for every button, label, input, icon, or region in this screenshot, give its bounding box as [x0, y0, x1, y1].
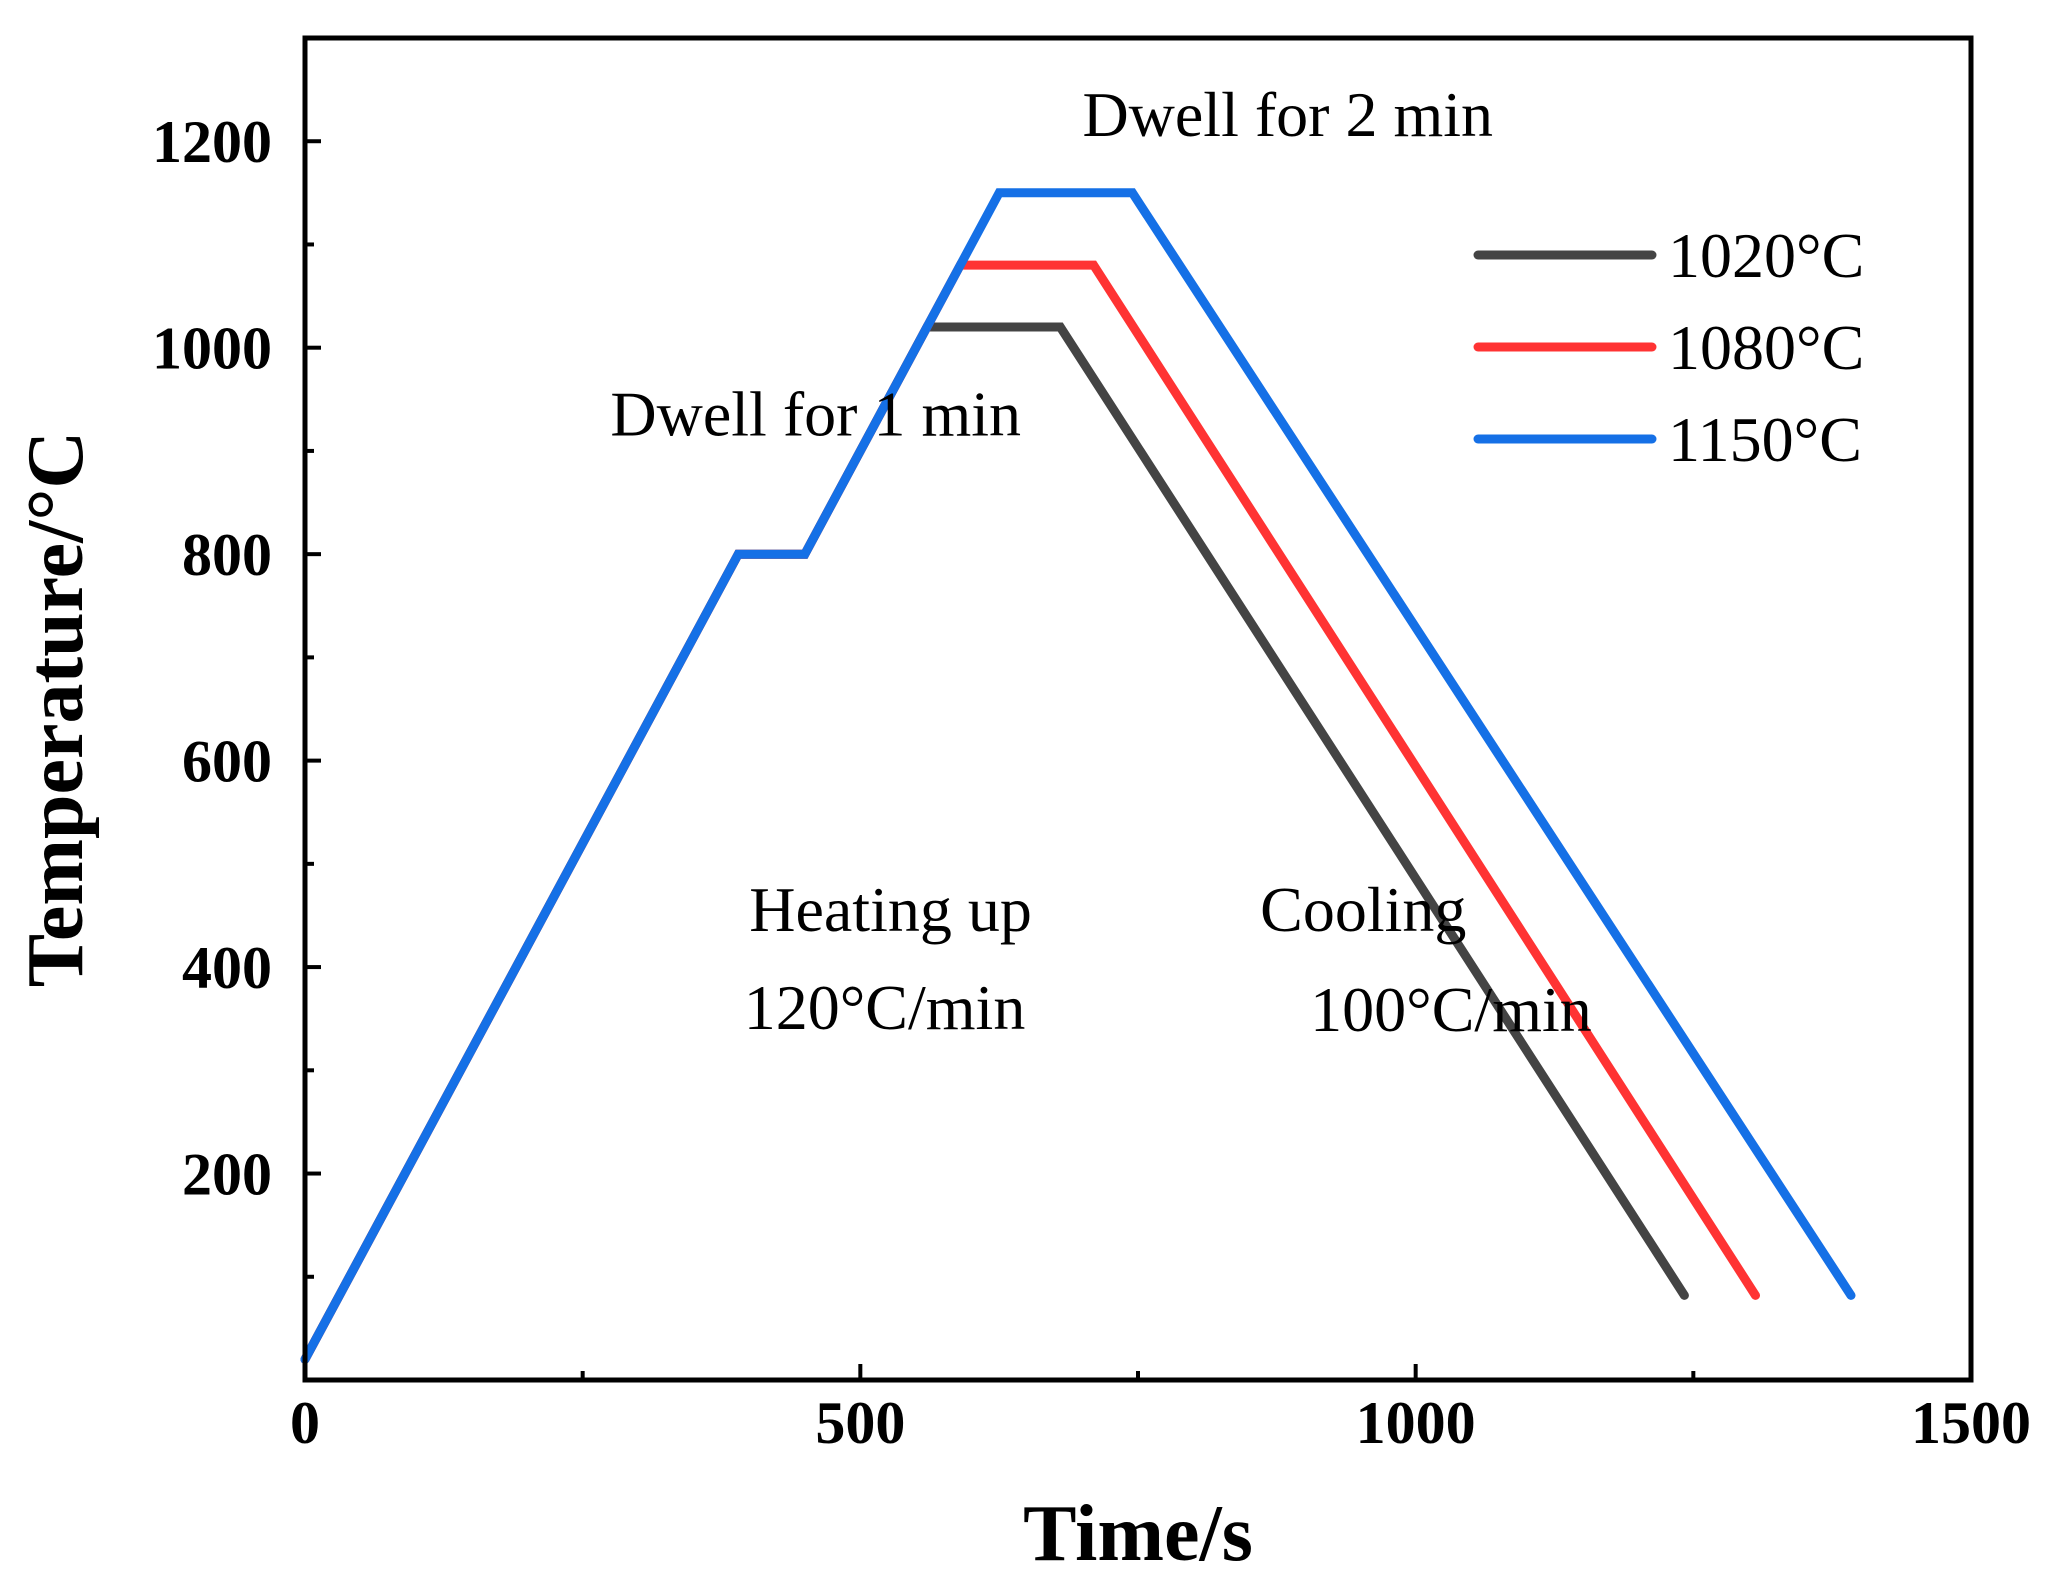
annotation-label: Heating up — [749, 874, 1032, 945]
x-tick-label: 0 — [290, 1390, 320, 1456]
x-axis-title: Time/s — [1023, 1490, 1253, 1578]
x-tick-label: 1500 — [1911, 1390, 2031, 1456]
x-tick-label: 500 — [815, 1390, 905, 1456]
series-layer — [300, 188, 1856, 1364]
annotation-label: Dwell for 2 min — [1082, 79, 1493, 150]
annotation-label: Cooling — [1260, 874, 1466, 945]
legend-label: 1020°C — [1668, 220, 1864, 291]
y-tick-label: 1200 — [152, 109, 272, 175]
y-tick-label: 200 — [182, 1142, 272, 1208]
y-tick-label: 1000 — [152, 316, 272, 382]
y-tick-label: 800 — [182, 522, 272, 588]
y-tick-label: 400 — [182, 935, 272, 1001]
annotation-layer: Dwell for 2 min Dwell for 1 min Heating up… — [610, 79, 1591, 1045]
annotation-label: 120°C/min — [744, 972, 1026, 1043]
annotation-label: 100°C/min — [1310, 974, 1592, 1045]
tick-layer: 0 500 1000 1500 200 400 600 800 1000 1200 — [152, 109, 2031, 1456]
legend: 1020°C 1080°C 1150°C — [1473, 220, 1864, 475]
x-tick-label: 1000 — [1356, 1390, 1476, 1456]
y-tick-label: 600 — [182, 729, 272, 795]
annotation-label: Dwell for 1 min — [610, 378, 1021, 449]
legend-label: 1080°C — [1668, 312, 1864, 383]
y-axis-title: Temperature/°C — [12, 431, 100, 987]
series-line-1150 — [300, 188, 1856, 1364]
legend-label: 1150°C — [1668, 404, 1862, 475]
